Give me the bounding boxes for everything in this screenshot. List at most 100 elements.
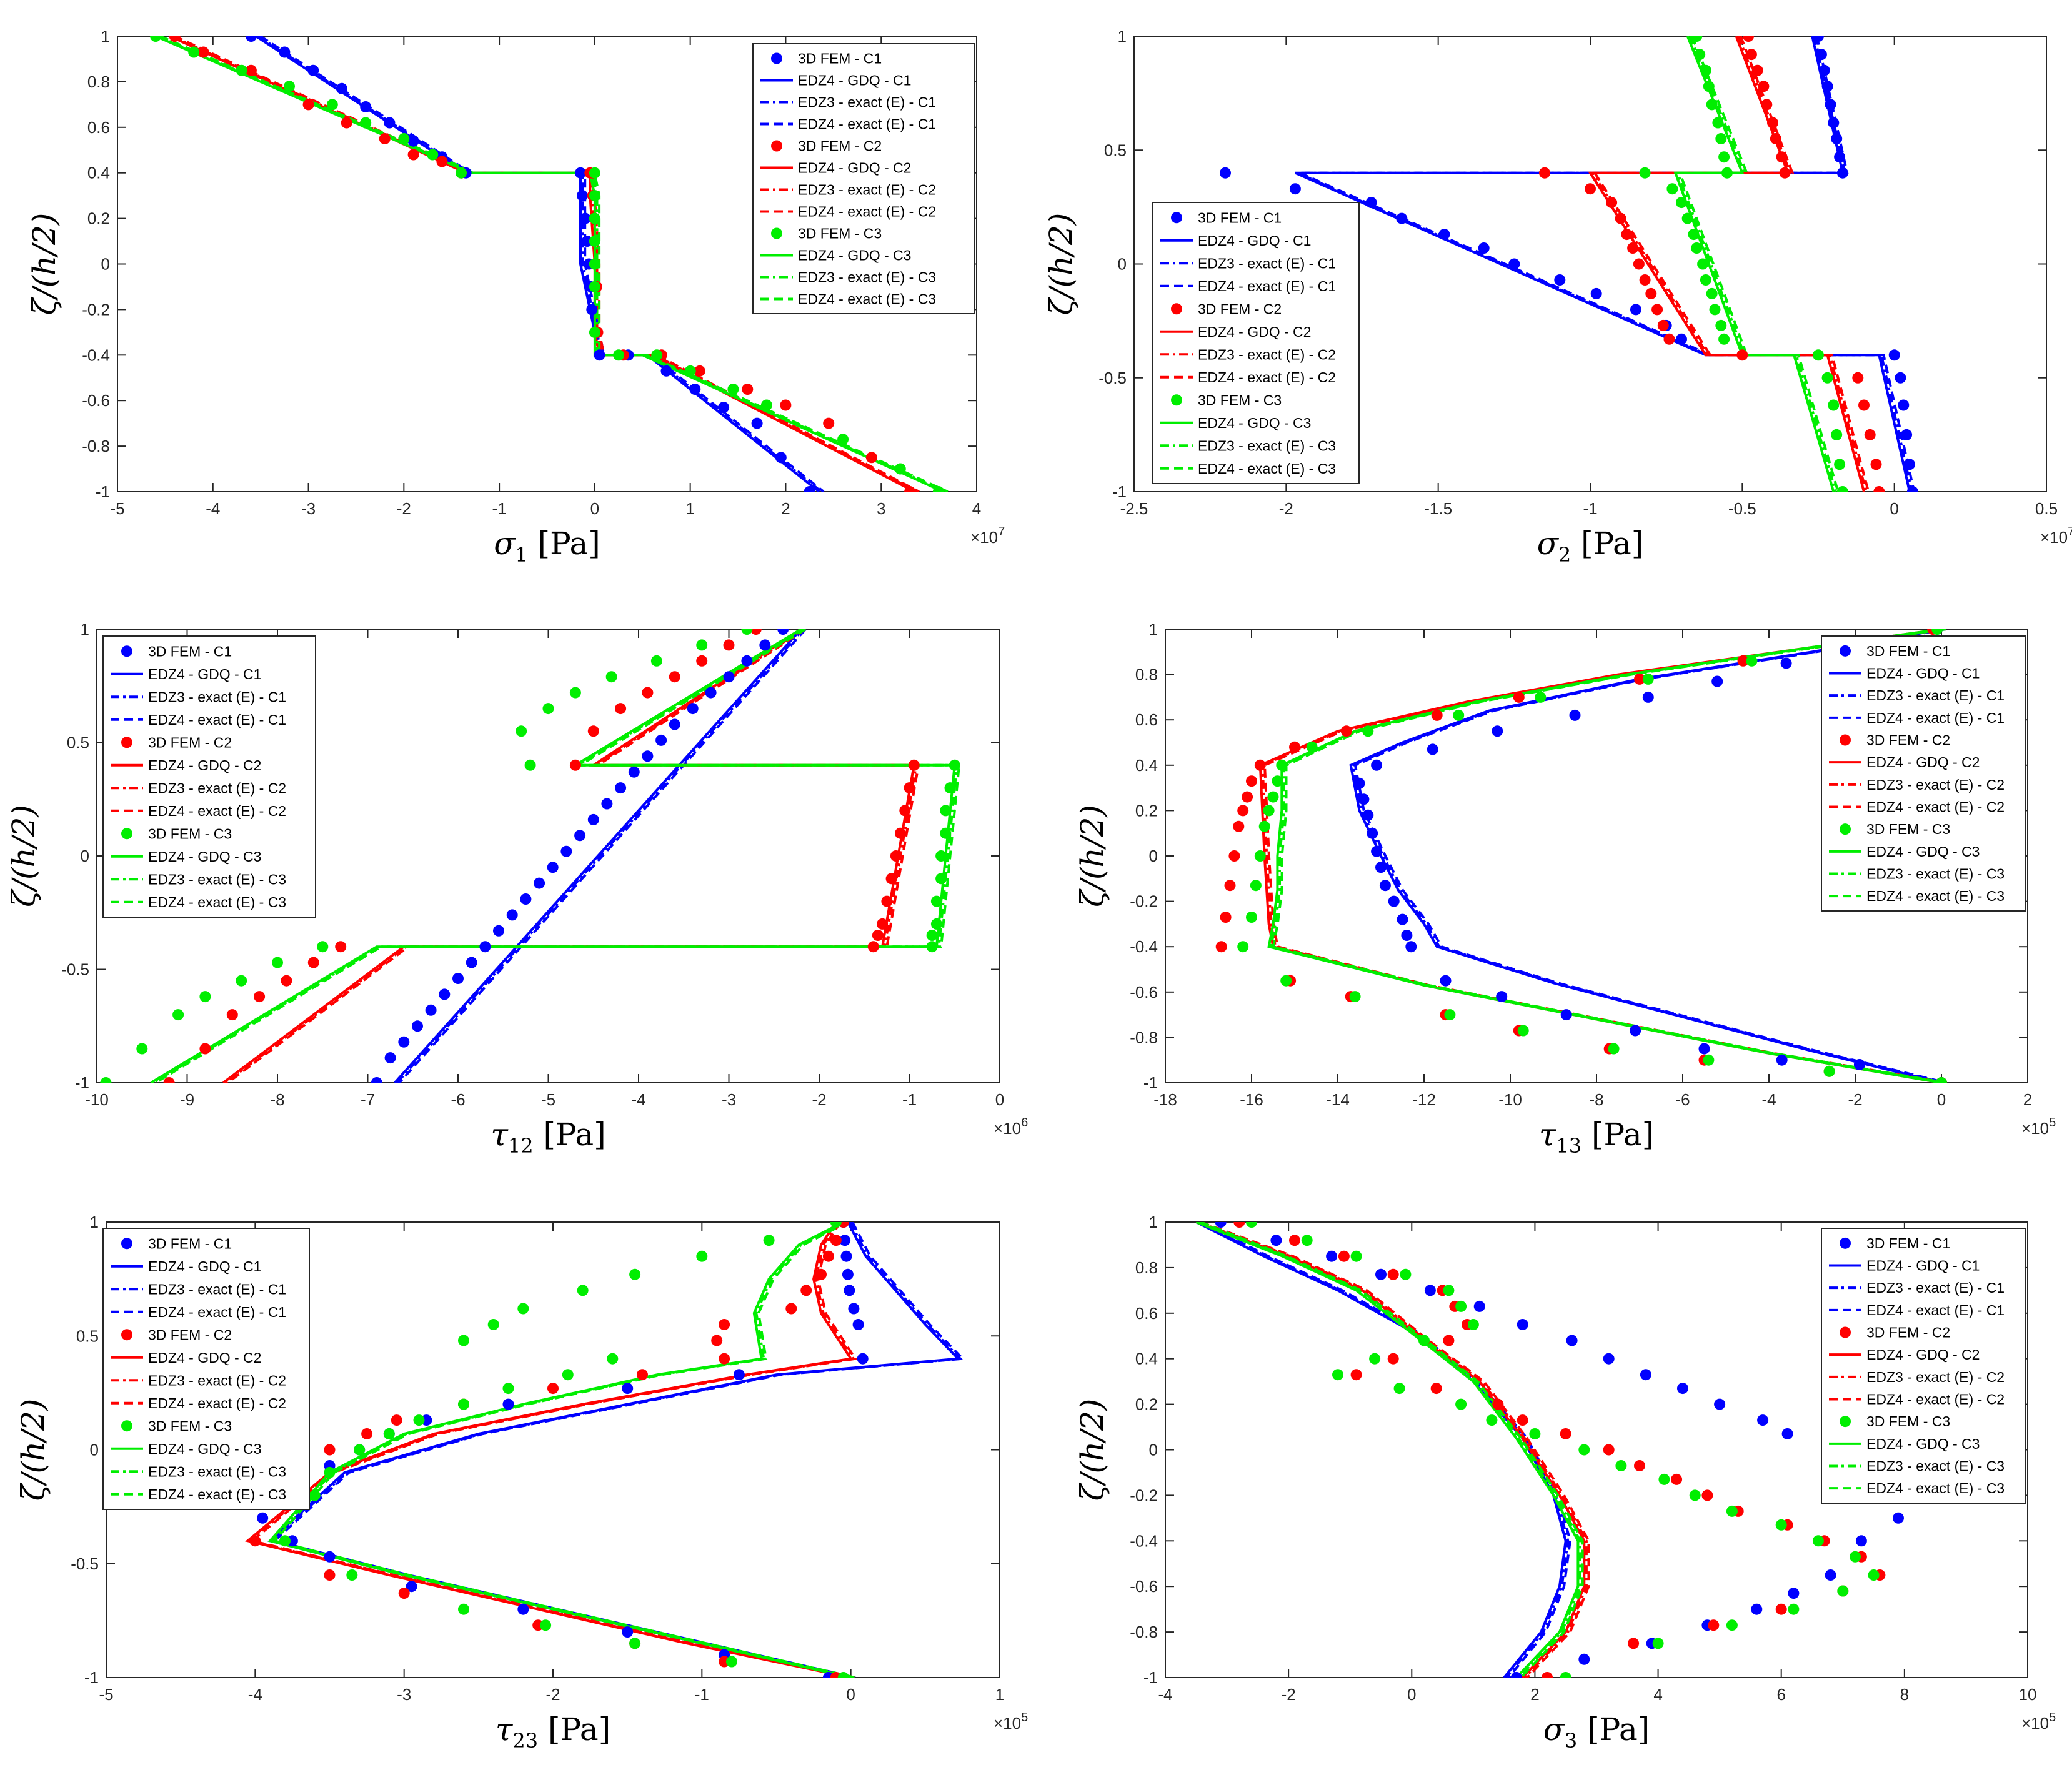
x-tick-label: -1 bbox=[492, 499, 507, 518]
fem-point-c3 bbox=[1418, 1335, 1430, 1346]
fem-point-c3 bbox=[1237, 941, 1249, 953]
fem-point-c2 bbox=[1513, 691, 1525, 703]
fem-point-c1 bbox=[1776, 1054, 1788, 1066]
fem-point-c3 bbox=[1726, 1619, 1738, 1631]
fem-point-c3 bbox=[837, 1672, 849, 1678]
fem-point-c3 bbox=[1691, 36, 1703, 42]
y-tick-label: -0.5 bbox=[71, 1554, 99, 1573]
fem-point-c3 bbox=[830, 1222, 842, 1228]
x-tick-label: -2 bbox=[545, 1685, 560, 1704]
x-tick-label: -9 bbox=[180, 1090, 194, 1109]
x-tick-label: -2 bbox=[1848, 1090, 1862, 1109]
fem-point-c1 bbox=[1751, 1603, 1763, 1615]
fem-point-c2 bbox=[1852, 372, 1864, 384]
y-tick-label: -0.6 bbox=[1130, 983, 1158, 1002]
fem-point-c2 bbox=[199, 1043, 211, 1055]
x-tick-label: -5 bbox=[541, 1090, 555, 1109]
x-tick-label: -6 bbox=[1675, 1090, 1690, 1109]
x-tick-label: 6 bbox=[1776, 1685, 1785, 1704]
legend-label: EDZ4 - GDQ - C1 bbox=[148, 666, 261, 682]
y-tick-label: 1 bbox=[1149, 620, 1158, 639]
fem-point-c2 bbox=[719, 1319, 730, 1330]
fem-point-c2 bbox=[1657, 319, 1669, 331]
y-tick-label: -0.2 bbox=[82, 300, 110, 319]
legend-marker bbox=[121, 1420, 132, 1432]
fem-point-c3 bbox=[309, 1489, 321, 1501]
x-tick-label: 1 bbox=[685, 499, 694, 518]
fem-point-c1 bbox=[1831, 133, 1843, 144]
y-axis-label: ζ/(h/2) bbox=[1043, 213, 1079, 316]
fem-point-c3 bbox=[837, 434, 849, 445]
fem-point-c2 bbox=[1621, 229, 1633, 241]
fem-point-c3 bbox=[1697, 258, 1709, 270]
legend-label: EDZ4 - GDQ - C3 bbox=[148, 848, 261, 865]
fem-point-c1 bbox=[775, 452, 787, 464]
fem-point-c1 bbox=[1640, 1369, 1651, 1381]
fem-point-c3 bbox=[1706, 99, 1718, 111]
legend-label: EDZ4 - GDQ - C2 bbox=[1866, 1346, 1980, 1363]
y-tick-label: 0.5 bbox=[67, 733, 89, 752]
fem-point-c3 bbox=[1254, 850, 1266, 862]
fem-point-c1 bbox=[642, 750, 654, 762]
fem-point-c1 bbox=[398, 1036, 410, 1048]
x-exponent-label: ×105 bbox=[994, 1711, 1028, 1733]
y-tick-label: 0.4 bbox=[1135, 756, 1158, 775]
y-tick-label: -0.4 bbox=[82, 346, 110, 364]
fem-point-c1 bbox=[1895, 372, 1906, 384]
fem-point-c3 bbox=[517, 1303, 529, 1315]
fem-point-c2 bbox=[1387, 1268, 1399, 1280]
legend-marker bbox=[1840, 1416, 1851, 1428]
fem-point-c2 bbox=[637, 1369, 648, 1381]
legend-label: EDZ4 - exact (E) - C1 bbox=[1866, 1302, 2005, 1318]
series-line-c3-edz4-exact bbox=[272, 1222, 856, 1678]
fem-point-c2 bbox=[307, 957, 319, 968]
fem-point-c3 bbox=[1517, 1025, 1529, 1037]
legend-label: EDZ4 - GDQ - C3 bbox=[1866, 843, 1980, 860]
fem-point-c3 bbox=[354, 1444, 366, 1456]
fem-point-c2 bbox=[1492, 1398, 1504, 1410]
x-exponent-label: ×107 bbox=[970, 525, 1005, 547]
fem-point-c3 bbox=[1831, 429, 1843, 440]
y-tick-label: 1 bbox=[90, 1213, 99, 1231]
fem-point-c1 bbox=[1375, 862, 1387, 873]
legend-label: EDZ3 - exact (E) - C3 bbox=[148, 871, 286, 887]
fem-point-c2 bbox=[1560, 1428, 1571, 1439]
fem-point-c3 bbox=[1712, 117, 1724, 129]
fem-point-c1 bbox=[1898, 399, 1910, 411]
fem-point-c1 bbox=[1365, 197, 1377, 209]
x-tick-label: 1 bbox=[995, 1685, 1004, 1704]
panel-tau12: -10 -9 -8 -7 -6 -5 -4 -3 -2 -1 0-1-0.500.51×106τ12… bbox=[6, 620, 1028, 1158]
fem-point-c3 bbox=[926, 930, 938, 941]
fem-point-c2 bbox=[1671, 1473, 1683, 1485]
y-tick-label: -1 bbox=[84, 1668, 99, 1687]
x-tick-label: 0 bbox=[846, 1685, 855, 1704]
y-tick-label: -0.4 bbox=[1130, 937, 1158, 956]
series-line-c3-edz4-exact bbox=[1678, 36, 1840, 492]
x-tick-label: 8 bbox=[1900, 1685, 1909, 1704]
fem-point-c3 bbox=[1443, 1285, 1455, 1296]
fem-point-c1 bbox=[1698, 1043, 1710, 1055]
series-line-c1-edz4-exact bbox=[1299, 36, 1916, 492]
fem-point-c1 bbox=[412, 1020, 423, 1032]
fem-point-c2 bbox=[1737, 655, 1749, 667]
fem-point-c3 bbox=[1775, 1519, 1787, 1531]
fem-point-c1 bbox=[1888, 349, 1900, 361]
x-tick-label: -0.5 bbox=[1728, 499, 1756, 518]
series-line-c2-edz3-exact bbox=[1590, 36, 1868, 492]
x-tick-label: -5 bbox=[99, 1685, 113, 1704]
fem-point-c2 bbox=[1639, 274, 1651, 286]
fem-point-c1 bbox=[1578, 1653, 1590, 1665]
fem-point-c1 bbox=[594, 349, 605, 361]
fem-point-c2 bbox=[1289, 1235, 1300, 1246]
fem-point-c1 bbox=[848, 1303, 860, 1315]
fem-point-c1 bbox=[1427, 743, 1438, 755]
legend-label: 3D FEM - C2 bbox=[1866, 1325, 1950, 1341]
legend-label: EDZ4 - GDQ - C1 bbox=[798, 72, 911, 89]
legend-label: EDZ3 - exact (E) - C3 bbox=[1198, 437, 1336, 454]
legend-label: EDZ3 - exact (E) - C2 bbox=[1866, 1369, 2005, 1385]
fem-point-c2 bbox=[1242, 791, 1253, 803]
fem-point-c1 bbox=[502, 1398, 514, 1410]
fem-point-c3 bbox=[360, 117, 372, 129]
legend-label: 3D FEM - C2 bbox=[798, 138, 882, 154]
